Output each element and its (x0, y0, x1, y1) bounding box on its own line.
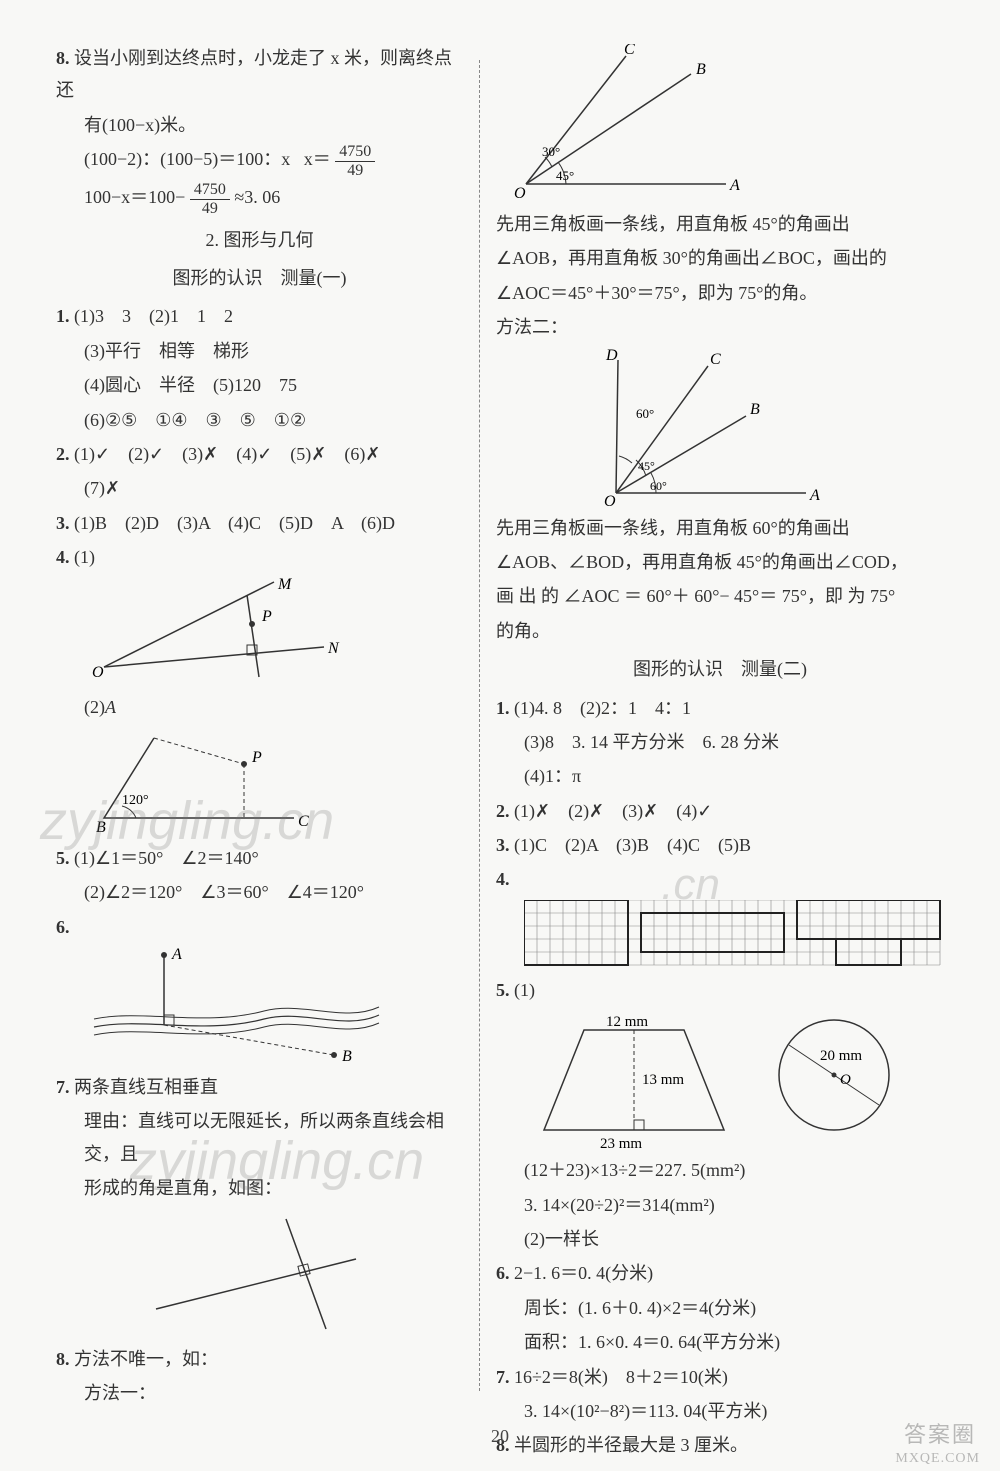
fig-q4-1: O M N P (84, 577, 463, 687)
r-q6: 6. 2−1. 6＝0. 4(分米) (496, 1257, 944, 1289)
frac2: 4750 49 (190, 181, 230, 217)
svg-text:12 mm: 12 mm (606, 1014, 648, 1030)
l-q5: 5. (1)∠1＝50° ∠2＝140° (56, 842, 463, 874)
r-m2-3: 画 出 的 ∠AOC ＝ 60°＋ 60°− 45°＝ 75°，即 为 75° (496, 580, 944, 612)
svg-text:45°: 45° (556, 168, 574, 183)
svg-text:O: O (514, 185, 526, 202)
r-m1-2: ∠AOB，再用直角板 30°的角画出∠BOC，画出的 (496, 242, 944, 274)
svg-text:C: C (624, 44, 635, 58)
r-q4: 4. (496, 863, 944, 895)
q8-eq1: (100−2)：(100−5)＝100：x x＝ 4750 49 (56, 143, 463, 179)
q8-text1: 设当小刚到达终点时，小龙走了 x 米，则离终点还 (56, 48, 452, 100)
r-q1-3: (3)8 3. 14 平方分米 6. 28 分米 (496, 726, 944, 758)
r-q3: 3. (1)C (2)A (3)B (4)C (5)B (496, 829, 944, 861)
svg-text:O: O (840, 1072, 851, 1088)
l-q5-2: (2)∠2＝120° ∠3＝60° ∠4＝120° (56, 876, 463, 908)
l-q1-3: (3)平行 相等 梯形 (56, 335, 463, 367)
frac1: 4750 49 (335, 143, 375, 179)
svg-text:A: A (171, 947, 182, 963)
r-m2-t: 方法二： (496, 311, 944, 343)
svg-text:B: B (750, 401, 760, 418)
r-q6-3: 面积：1. 6×0. 4＝0. 64(平方分米) (496, 1326, 944, 1358)
q8-eq2: 100−x＝100− 4750 49 ≈3. 06 (56, 181, 463, 217)
fig-r2: 60° 45° 60° O A B C D (556, 348, 944, 508)
svg-text:C: C (710, 351, 721, 368)
svg-text:23 mm: 23 mm (600, 1136, 642, 1150)
l-q1-6: (6)②⑤ ①④ ③ ⑤ ①② (56, 404, 463, 436)
svg-text:60°: 60° (636, 406, 654, 421)
r-q5-c1: (12＋23)×13÷2＝227. 5(mm²) (496, 1154, 944, 1186)
svg-text:P: P (251, 749, 262, 766)
r-m2-2: ∠AOB、∠BOD，再用直角板 45°的角画出∠COD， (496, 546, 944, 578)
svg-text:O: O (604, 493, 616, 508)
footer-site: MXQE.COM (895, 1451, 980, 1467)
r-q1: 1. (1)4. 8 (2)2：1 4：1 (496, 692, 944, 724)
r-q7: 7. 16÷2＝8(米) 8＋2＝10(米) (496, 1361, 944, 1393)
page-number: 20 (0, 1426, 1000, 1447)
lbl-120: 120° (122, 793, 149, 808)
lbl-N: N (327, 640, 340, 657)
section2-title: 2. 图形与几何 (56, 224, 463, 256)
r-m1-1: 先用三角板画一条线，用直角板 45°的角画出 (496, 208, 944, 240)
l-q4: 4. (1) (56, 541, 463, 573)
r-q1-4: (4)1：π (496, 760, 944, 792)
svg-text:C: C (298, 813, 309, 830)
lbl-O: O (92, 664, 104, 681)
l-q3: 3. (1)B (2)D (3)A (4)C (5)D A (6)D (56, 507, 463, 539)
fig-q6: A B (84, 947, 463, 1067)
l-q6: 6. (56, 911, 463, 943)
section2-sub: 图形的认识 测量(一) (56, 262, 463, 294)
svg-text:B: B (696, 61, 706, 78)
svg-text:45°: 45° (638, 459, 655, 473)
r-q6-2: 周长：(1. 6＋0. 4)×2＝4(分米) (496, 1292, 944, 1324)
r-m2-4: 的角。 (496, 615, 944, 647)
svg-text:30°: 30° (542, 144, 560, 159)
q8-top: 8. 设当小刚到达终点时，小龙走了 x 米，则离终点还 (56, 42, 463, 107)
l-q8b: 8. 方法不唯一，如： (56, 1343, 463, 1375)
l-q7-2: 理由：直线可以无限延长，所以两条直线会相交，且 (56, 1105, 463, 1170)
svg-text:20 mm: 20 mm (820, 1048, 862, 1064)
svg-text:B: B (96, 819, 106, 836)
l-q7-3: 形成的角是直角，如图： (56, 1172, 463, 1204)
fig-q4-2: 120° B C P (84, 728, 463, 838)
fig-q7 (136, 1209, 463, 1339)
r-m1-3: ∠AOC＝45°＋30°＝75°，即为 75°的角。 (496, 277, 944, 309)
svg-text:D: D (605, 348, 618, 364)
l-q2b: (7)✗ (56, 472, 463, 504)
q8-text2: 有(100−x)米。 (56, 109, 463, 141)
svg-text:60°: 60° (650, 479, 667, 493)
footer-brand: 答案圈 (904, 1417, 976, 1449)
r-q5-2: (2)一样长 (496, 1223, 944, 1255)
l-q1-4: (4)圆心 半径 (5)120 75 (56, 369, 463, 401)
lbl-P: P (261, 608, 272, 625)
fig-r1: 30° 45° O A B C (496, 44, 944, 204)
r-q2: 2. (1)✗ (2)✗ (3)✗ (4)✓ (496, 795, 944, 827)
num-8: 8. (56, 48, 70, 68)
r-m2-1: 先用三角板画一条线，用直角板 60°的角画出 (496, 512, 944, 544)
r-q5: 5. (1) (496, 974, 944, 1006)
l-q8b-2: 方法一： (56, 1377, 463, 1409)
left-column: 8. 设当小刚到达终点时，小龙走了 x 米，则离终点还 有(100−x)米。 (… (40, 40, 479, 1451)
svg-text:A: A (809, 487, 820, 504)
svg-text:A: A (729, 177, 740, 194)
svg-text:13 mm: 13 mm (642, 1072, 684, 1088)
svg-text:B: B (342, 1048, 352, 1065)
l-q4-2: (2)A (56, 691, 463, 723)
section-sub2: 图形的认识 测量(二) (496, 653, 944, 685)
fig-r-q5: 12 mm 13 mm 23 mm O 20 mm (524, 1010, 944, 1150)
r-q7-2: 3. 14×(10²−8²)＝113. 04(平方米) (496, 1395, 944, 1427)
right-column: 30° 45° O A B C 先用三角板画一条线，用直角板 45°的角画出 ∠… (480, 40, 960, 1451)
fig-r-q4: [] (524, 900, 944, 970)
lbl-M: M (277, 577, 293, 593)
l-q7: 7. 两条直线互相垂直 (56, 1071, 463, 1103)
r-q5-c2: 3. 14×(20÷2)²＝314(mm²) (496, 1189, 944, 1221)
l-q2: 2. (1)✓ (2)✓ (3)✗ (4)✓ (5)✗ (6)✗ (56, 438, 463, 470)
l-q1: 1. (1)3 3 (2)1 1 2 (56, 300, 463, 332)
